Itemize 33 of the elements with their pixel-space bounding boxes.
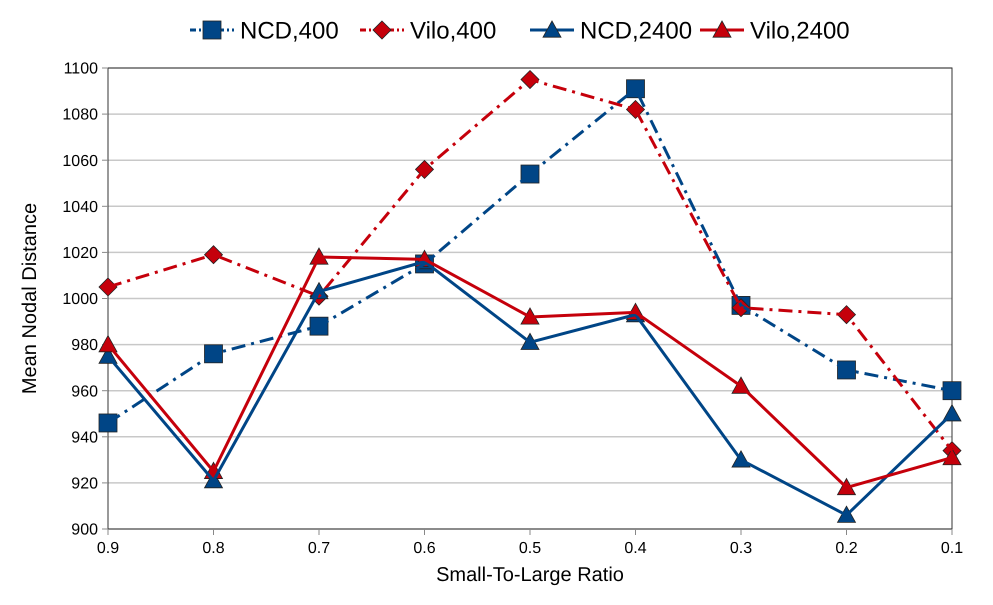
y-tick-label: 940 (71, 429, 98, 446)
legend-label: Vilo,400 (410, 17, 496, 44)
y-tick-label: 1100 (64, 60, 98, 78)
legend-label: NCD,2400 (580, 17, 692, 44)
y-tick-label: 1040 (62, 198, 98, 216)
point (837, 360, 856, 380)
y-tick-label: 900 (71, 522, 98, 539)
x-tick-label: 0.6 (413, 540, 436, 557)
point (626, 79, 645, 98)
x-tick-label: 0.1 (940, 540, 964, 557)
point (626, 100, 645, 119)
y-tick-label: 960 (71, 383, 98, 400)
legend-label: NCD,400 (240, 17, 339, 44)
y-axis-title: Mean Nodal Distance (19, 202, 41, 394)
x-tick-label: 0.2 (835, 540, 858, 557)
legend-label: Vilo,2400 (750, 17, 850, 44)
point (942, 381, 962, 400)
y-tick-label: 1060 (62, 152, 98, 170)
x-tick-label: 0.7 (308, 540, 330, 557)
y-tick-label: 1020 (62, 245, 98, 262)
point (98, 414, 118, 432)
x-tick-label: 0.8 (202, 540, 225, 557)
point (204, 245, 223, 264)
x-tick-label: 0.5 (518, 540, 542, 557)
x-axis-title: Small-To-Large Ratio (436, 564, 624, 586)
x-tick-label: 0.9 (96, 540, 120, 557)
y-tick-label: 980 (71, 337, 98, 354)
y-tick-label: 920 (71, 476, 98, 492)
y-tick-label: 1080 (62, 106, 98, 124)
x-tick-label: 0.4 (624, 540, 647, 557)
point (98, 278, 118, 296)
x-tick-label: 0.3 (730, 540, 752, 557)
y-tick-label: 1000 (62, 291, 98, 308)
